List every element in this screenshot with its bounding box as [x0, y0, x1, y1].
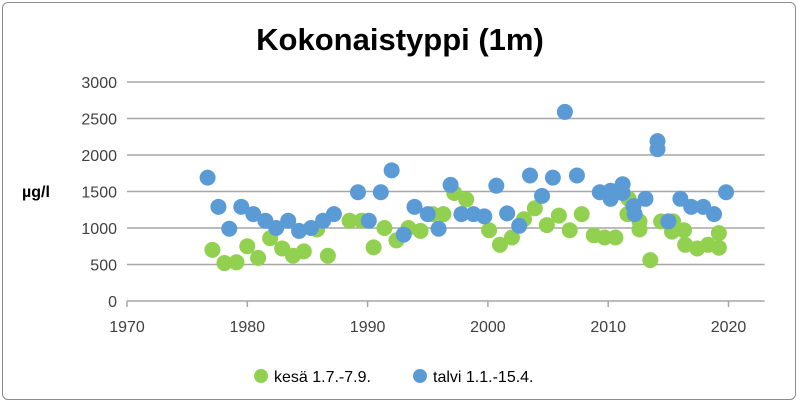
point-talvi — [522, 167, 539, 184]
chart-frame — [2, 2, 796, 400]
point-talvi — [706, 206, 723, 223]
point-kesa — [228, 254, 245, 271]
point-talvi — [499, 205, 516, 222]
y-tick-label: 0 — [108, 294, 117, 311]
point-talvi — [268, 220, 285, 236]
point-talvi — [556, 103, 573, 120]
legend-label: talvi 1.1.-15.4. — [433, 369, 534, 386]
point-kesa — [677, 236, 694, 253]
point-kesa — [642, 252, 659, 269]
x-tick-label: 2010 — [590, 319, 626, 336]
point-kesa — [239, 238, 256, 255]
point-talvi — [383, 162, 400, 179]
point-kesa — [710, 225, 727, 242]
point-kesa — [550, 207, 567, 224]
point-kesa — [250, 249, 267, 266]
point-talvi — [568, 167, 585, 184]
point-talvi — [210, 198, 227, 215]
point-kesa — [295, 243, 312, 260]
point-kesa — [481, 222, 498, 239]
point-talvi — [372, 184, 389, 201]
point-kesa — [573, 206, 590, 223]
point-kesa — [435, 206, 452, 223]
point-talvi — [660, 213, 677, 230]
point-kesa — [675, 222, 692, 239]
point-kesa — [216, 255, 233, 272]
point-talvi — [280, 212, 297, 229]
point-kesa — [631, 221, 648, 238]
legend-marker — [413, 369, 427, 383]
point-kesa — [458, 191, 475, 208]
x-tick-label: 1980 — [230, 319, 266, 336]
point-talvi — [419, 206, 436, 223]
point-talvi — [325, 206, 342, 223]
point-talvi — [488, 177, 505, 194]
point-talvi — [291, 222, 308, 239]
point-kesa — [341, 212, 358, 229]
x-tick-label: 1990 — [350, 319, 386, 336]
y-tick-label: 2500 — [81, 112, 117, 129]
y-tick-label: 500 — [90, 258, 117, 275]
point-talvi — [534, 187, 551, 204]
point-talvi — [649, 141, 666, 158]
point-kesa — [491, 236, 508, 253]
point-talvi — [395, 226, 412, 243]
point-kesa — [607, 229, 624, 246]
point-talvi — [614, 184, 631, 201]
point-kesa — [503, 229, 520, 246]
point-talvi — [430, 220, 447, 237]
point-kesa — [561, 222, 578, 239]
legend-label: kesä 1.7.-7.9. — [274, 369, 371, 386]
point-kesa — [412, 222, 429, 239]
y-axis-label: µg/l — [22, 184, 50, 201]
point-kesa — [710, 239, 727, 256]
point-talvi — [360, 212, 377, 229]
point-talvi — [442, 176, 459, 193]
point-kesa — [526, 200, 543, 217]
x-tick-label: 1970 — [109, 319, 145, 336]
point-kesa — [204, 241, 221, 258]
point-kesa — [319, 247, 336, 264]
x-tick-label: 2020 — [711, 319, 747, 336]
point-talvi — [626, 206, 643, 223]
y-tick-label: 1500 — [81, 185, 117, 202]
y-tick-label: 3000 — [81, 75, 117, 92]
point-talvi — [303, 220, 320, 236]
point-talvi — [406, 198, 423, 215]
point-talvi — [245, 206, 262, 223]
point-talvi — [718, 184, 735, 201]
point-talvi — [233, 198, 250, 215]
point-talvi — [683, 198, 700, 215]
point-talvi — [453, 206, 470, 223]
point-talvi — [602, 190, 619, 207]
legend-marker — [254, 369, 268, 383]
point-kesa — [538, 217, 555, 234]
point-talvi — [349, 184, 366, 201]
point-talvi — [637, 190, 654, 207]
point-talvi — [476, 208, 493, 225]
point-kesa — [365, 239, 382, 256]
y-tick-label: 2000 — [81, 148, 117, 165]
chart-title: Kokonaistyppi (1m) — [256, 22, 544, 57]
point-talvi — [544, 169, 561, 186]
point-talvi — [199, 169, 216, 186]
point-talvi — [221, 220, 238, 237]
point-kesa — [376, 220, 393, 236]
point-talvi — [511, 217, 528, 234]
y-tick-label: 1000 — [81, 221, 117, 238]
x-tick-label: 2000 — [470, 319, 506, 336]
